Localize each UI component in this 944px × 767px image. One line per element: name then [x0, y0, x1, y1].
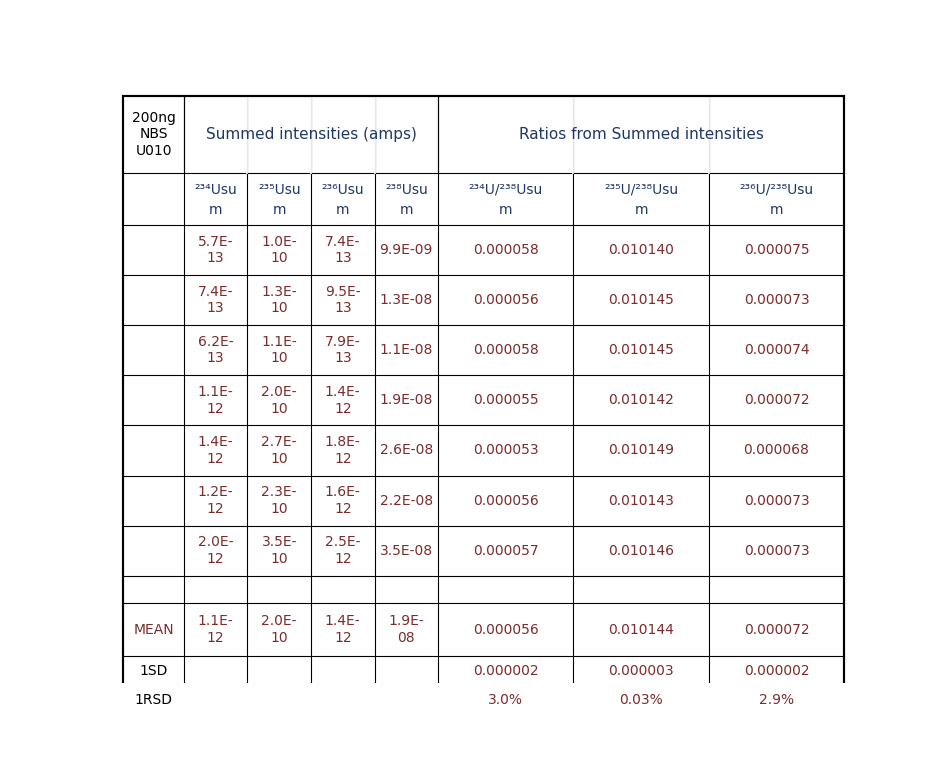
- Text: 2.5E-
12: 2.5E- 12: [325, 535, 361, 566]
- Text: 7.9E-
13: 7.9E- 13: [325, 335, 361, 365]
- Text: 1.9E-
08: 1.9E- 08: [388, 614, 424, 644]
- Text: 5.7E-
13: 5.7E- 13: [198, 235, 233, 265]
- Text: 2.0E-
10: 2.0E- 10: [261, 385, 297, 416]
- Text: 0.000075: 0.000075: [744, 243, 809, 257]
- Text: 0.010146: 0.010146: [608, 544, 674, 558]
- Text: 0.000068: 0.000068: [744, 443, 809, 457]
- Text: 0.000058: 0.000058: [473, 243, 539, 257]
- Text: 0.000072: 0.000072: [744, 393, 809, 407]
- Text: 0.000002: 0.000002: [744, 664, 809, 678]
- Text: 1.6E-
12: 1.6E- 12: [325, 486, 361, 515]
- Text: 1.4E-
12: 1.4E- 12: [325, 385, 361, 416]
- Text: 0.010143: 0.010143: [608, 493, 674, 508]
- Text: m: m: [273, 202, 286, 216]
- Text: 0.000056: 0.000056: [473, 493, 539, 508]
- Text: ²³⁸Usu: ²³⁸Usu: [385, 183, 428, 196]
- Text: 1RSD: 1RSD: [135, 693, 173, 707]
- Text: 0.010145: 0.010145: [608, 293, 674, 308]
- Text: m: m: [209, 202, 223, 216]
- Text: 2.0E-
12: 2.0E- 12: [198, 535, 233, 566]
- Text: 0.000053: 0.000053: [473, 443, 539, 457]
- Text: 6.2E-
13: 6.2E- 13: [198, 335, 233, 365]
- Text: 7.4E-
13: 7.4E- 13: [198, 285, 233, 315]
- Text: 0.010145: 0.010145: [608, 344, 674, 357]
- Text: MEAN: MEAN: [133, 623, 174, 637]
- Text: 3.5E-
10: 3.5E- 10: [261, 535, 297, 566]
- Text: 2.7E-
10: 2.7E- 10: [261, 436, 297, 466]
- Text: 0.000073: 0.000073: [744, 493, 809, 508]
- Text: m: m: [769, 202, 784, 216]
- Text: 1SD: 1SD: [140, 664, 168, 678]
- Text: ²³⁶U/²³⁸Usu: ²³⁶U/²³⁸Usu: [739, 183, 814, 196]
- Text: 9.9E-09: 9.9E-09: [379, 243, 433, 257]
- Text: 0.010144: 0.010144: [608, 623, 674, 637]
- Text: 1.4E-
12: 1.4E- 12: [198, 436, 233, 466]
- Text: 1.1E-
10: 1.1E- 10: [261, 335, 297, 365]
- Text: 1.1E-
12: 1.1E- 12: [198, 385, 233, 416]
- Text: Ratios from Summed intensities: Ratios from Summed intensities: [518, 127, 764, 142]
- Text: 2.6E-08: 2.6E-08: [379, 443, 433, 457]
- Text: ²³⁵Usu: ²³⁵Usu: [258, 183, 300, 196]
- Text: 0.000057: 0.000057: [473, 544, 539, 558]
- Text: ²³⁴Usu: ²³⁴Usu: [194, 183, 237, 196]
- Text: 1.9E-08: 1.9E-08: [379, 393, 433, 407]
- Text: 1.2E-
12: 1.2E- 12: [198, 486, 233, 515]
- Text: ²³⁶Usu: ²³⁶Usu: [322, 183, 364, 196]
- Text: m: m: [399, 202, 413, 216]
- Text: ²³⁴U/²³⁸Usu: ²³⁴U/²³⁸Usu: [468, 183, 543, 196]
- Text: 1.0E-
10: 1.0E- 10: [261, 235, 297, 265]
- Text: 0.000055: 0.000055: [473, 393, 539, 407]
- Text: 1.4E-
12: 1.4E- 12: [325, 614, 361, 644]
- Text: 1.1E-
12: 1.1E- 12: [198, 614, 233, 644]
- Text: 9.5E-
13: 9.5E- 13: [325, 285, 361, 315]
- Text: 7.4E-
13: 7.4E- 13: [325, 235, 361, 265]
- Text: 0.010140: 0.010140: [608, 243, 674, 257]
- Text: 2.0E-
10: 2.0E- 10: [261, 614, 297, 644]
- Text: 200ng
NBS
U010: 200ng NBS U010: [132, 111, 176, 157]
- Text: ²³⁵U/²³⁸Usu: ²³⁵U/²³⁸Usu: [604, 183, 678, 196]
- Text: 2.2E-08: 2.2E-08: [379, 493, 433, 508]
- Text: 0.03%: 0.03%: [619, 693, 663, 707]
- Text: m: m: [499, 202, 513, 216]
- Text: 0.000072: 0.000072: [744, 623, 809, 637]
- Text: 1.3E-08: 1.3E-08: [379, 293, 433, 308]
- Text: 0.000073: 0.000073: [744, 544, 809, 558]
- Text: 2.3E-
10: 2.3E- 10: [261, 486, 297, 515]
- Text: 0.000073: 0.000073: [744, 293, 809, 308]
- Text: 0.000003: 0.000003: [608, 664, 674, 678]
- Text: m: m: [634, 202, 648, 216]
- Text: 0.000074: 0.000074: [744, 344, 809, 357]
- Text: 1.3E-
10: 1.3E- 10: [261, 285, 297, 315]
- Text: 0.000002: 0.000002: [473, 664, 539, 678]
- Text: 2.9%: 2.9%: [759, 693, 794, 707]
- Text: Summed intensities (amps): Summed intensities (amps): [206, 127, 416, 142]
- Text: 3.5E-08: 3.5E-08: [379, 544, 433, 558]
- Text: 1.1E-08: 1.1E-08: [379, 344, 433, 357]
- Text: 3.0%: 3.0%: [488, 693, 523, 707]
- Text: 0.010149: 0.010149: [608, 443, 674, 457]
- Text: 1.8E-
12: 1.8E- 12: [325, 436, 361, 466]
- Text: m: m: [336, 202, 349, 216]
- Text: 0.010142: 0.010142: [608, 393, 674, 407]
- Text: 0.000058: 0.000058: [473, 344, 539, 357]
- Text: 0.000056: 0.000056: [473, 623, 539, 637]
- Text: 0.000056: 0.000056: [473, 293, 539, 308]
